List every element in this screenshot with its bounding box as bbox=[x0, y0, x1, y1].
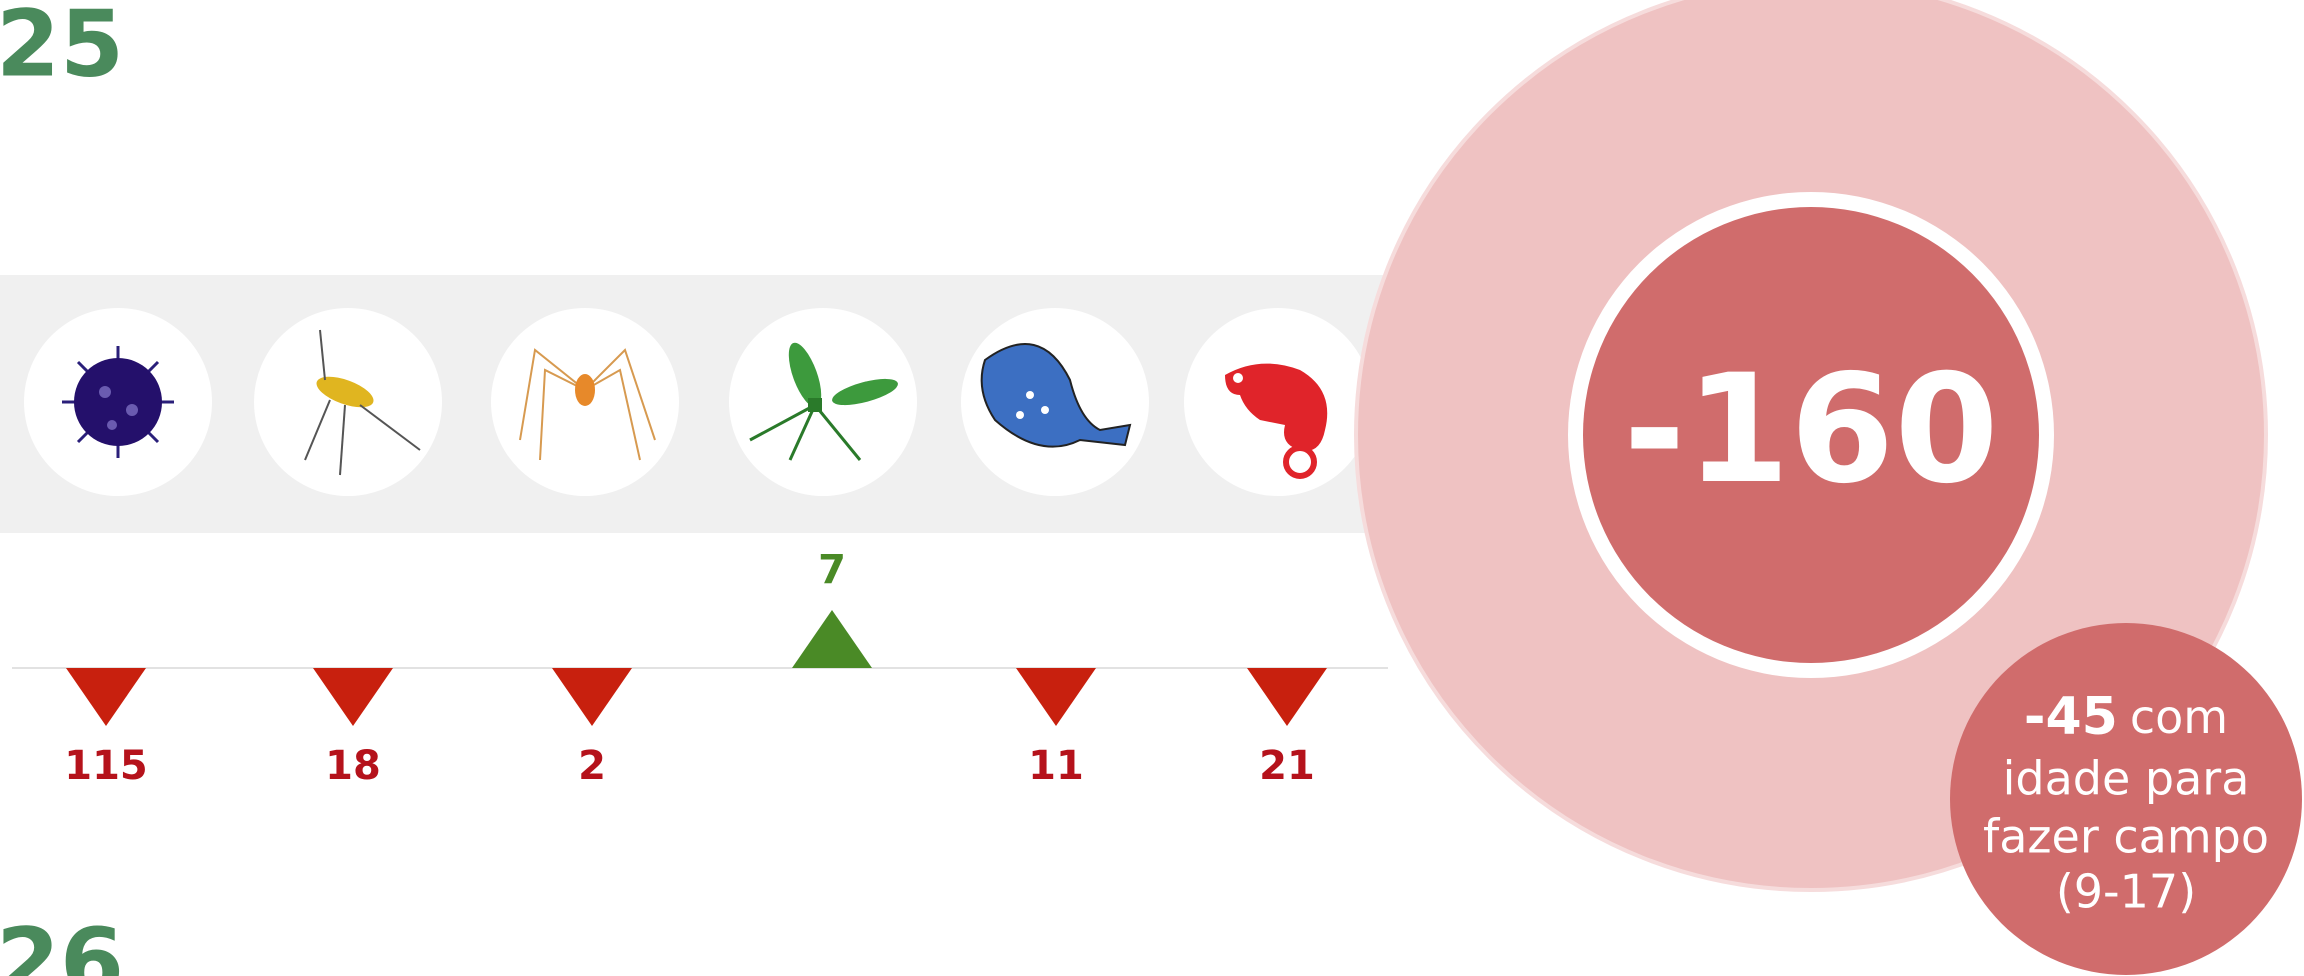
down-triangle bbox=[1016, 668, 1096, 726]
total-value: -160 bbox=[1623, 343, 1998, 517]
callout-text: idade para bbox=[2003, 752, 2250, 806]
insect-icon bbox=[729, 308, 917, 496]
callout-value: -45 bbox=[2024, 687, 2118, 747]
virus-icon bbox=[24, 308, 212, 496]
down-triangle bbox=[552, 668, 632, 726]
up-triangle bbox=[792, 610, 872, 668]
change-label: 18 bbox=[325, 743, 381, 789]
spider-icon bbox=[491, 308, 679, 496]
callout-text: (9-17) bbox=[2056, 865, 2196, 919]
down-triangle bbox=[66, 668, 146, 726]
year-label: 26 bbox=[0, 908, 124, 976]
callout-text: fazer campo bbox=[1983, 810, 2269, 864]
change-label: 21 bbox=[1259, 743, 1315, 789]
page: {"year_top": "25", "year_bottom": "26", … bbox=[0, 0, 2304, 976]
mosquito-icon bbox=[254, 308, 442, 496]
change-label: 7 bbox=[818, 547, 846, 593]
down-triangle bbox=[1247, 668, 1327, 726]
callout-text: com bbox=[2130, 690, 2228, 744]
down-triangle bbox=[313, 668, 393, 726]
change-label: 11 bbox=[1028, 743, 1084, 789]
change-label: 2 bbox=[578, 743, 606, 789]
stingray-icon bbox=[961, 308, 1149, 496]
change-label: 115 bbox=[64, 743, 148, 789]
chameleon-icon bbox=[1184, 308, 1372, 496]
year-label: 25 bbox=[0, 0, 124, 97]
infographic: 25 26 bbox=[0, 0, 2304, 976]
